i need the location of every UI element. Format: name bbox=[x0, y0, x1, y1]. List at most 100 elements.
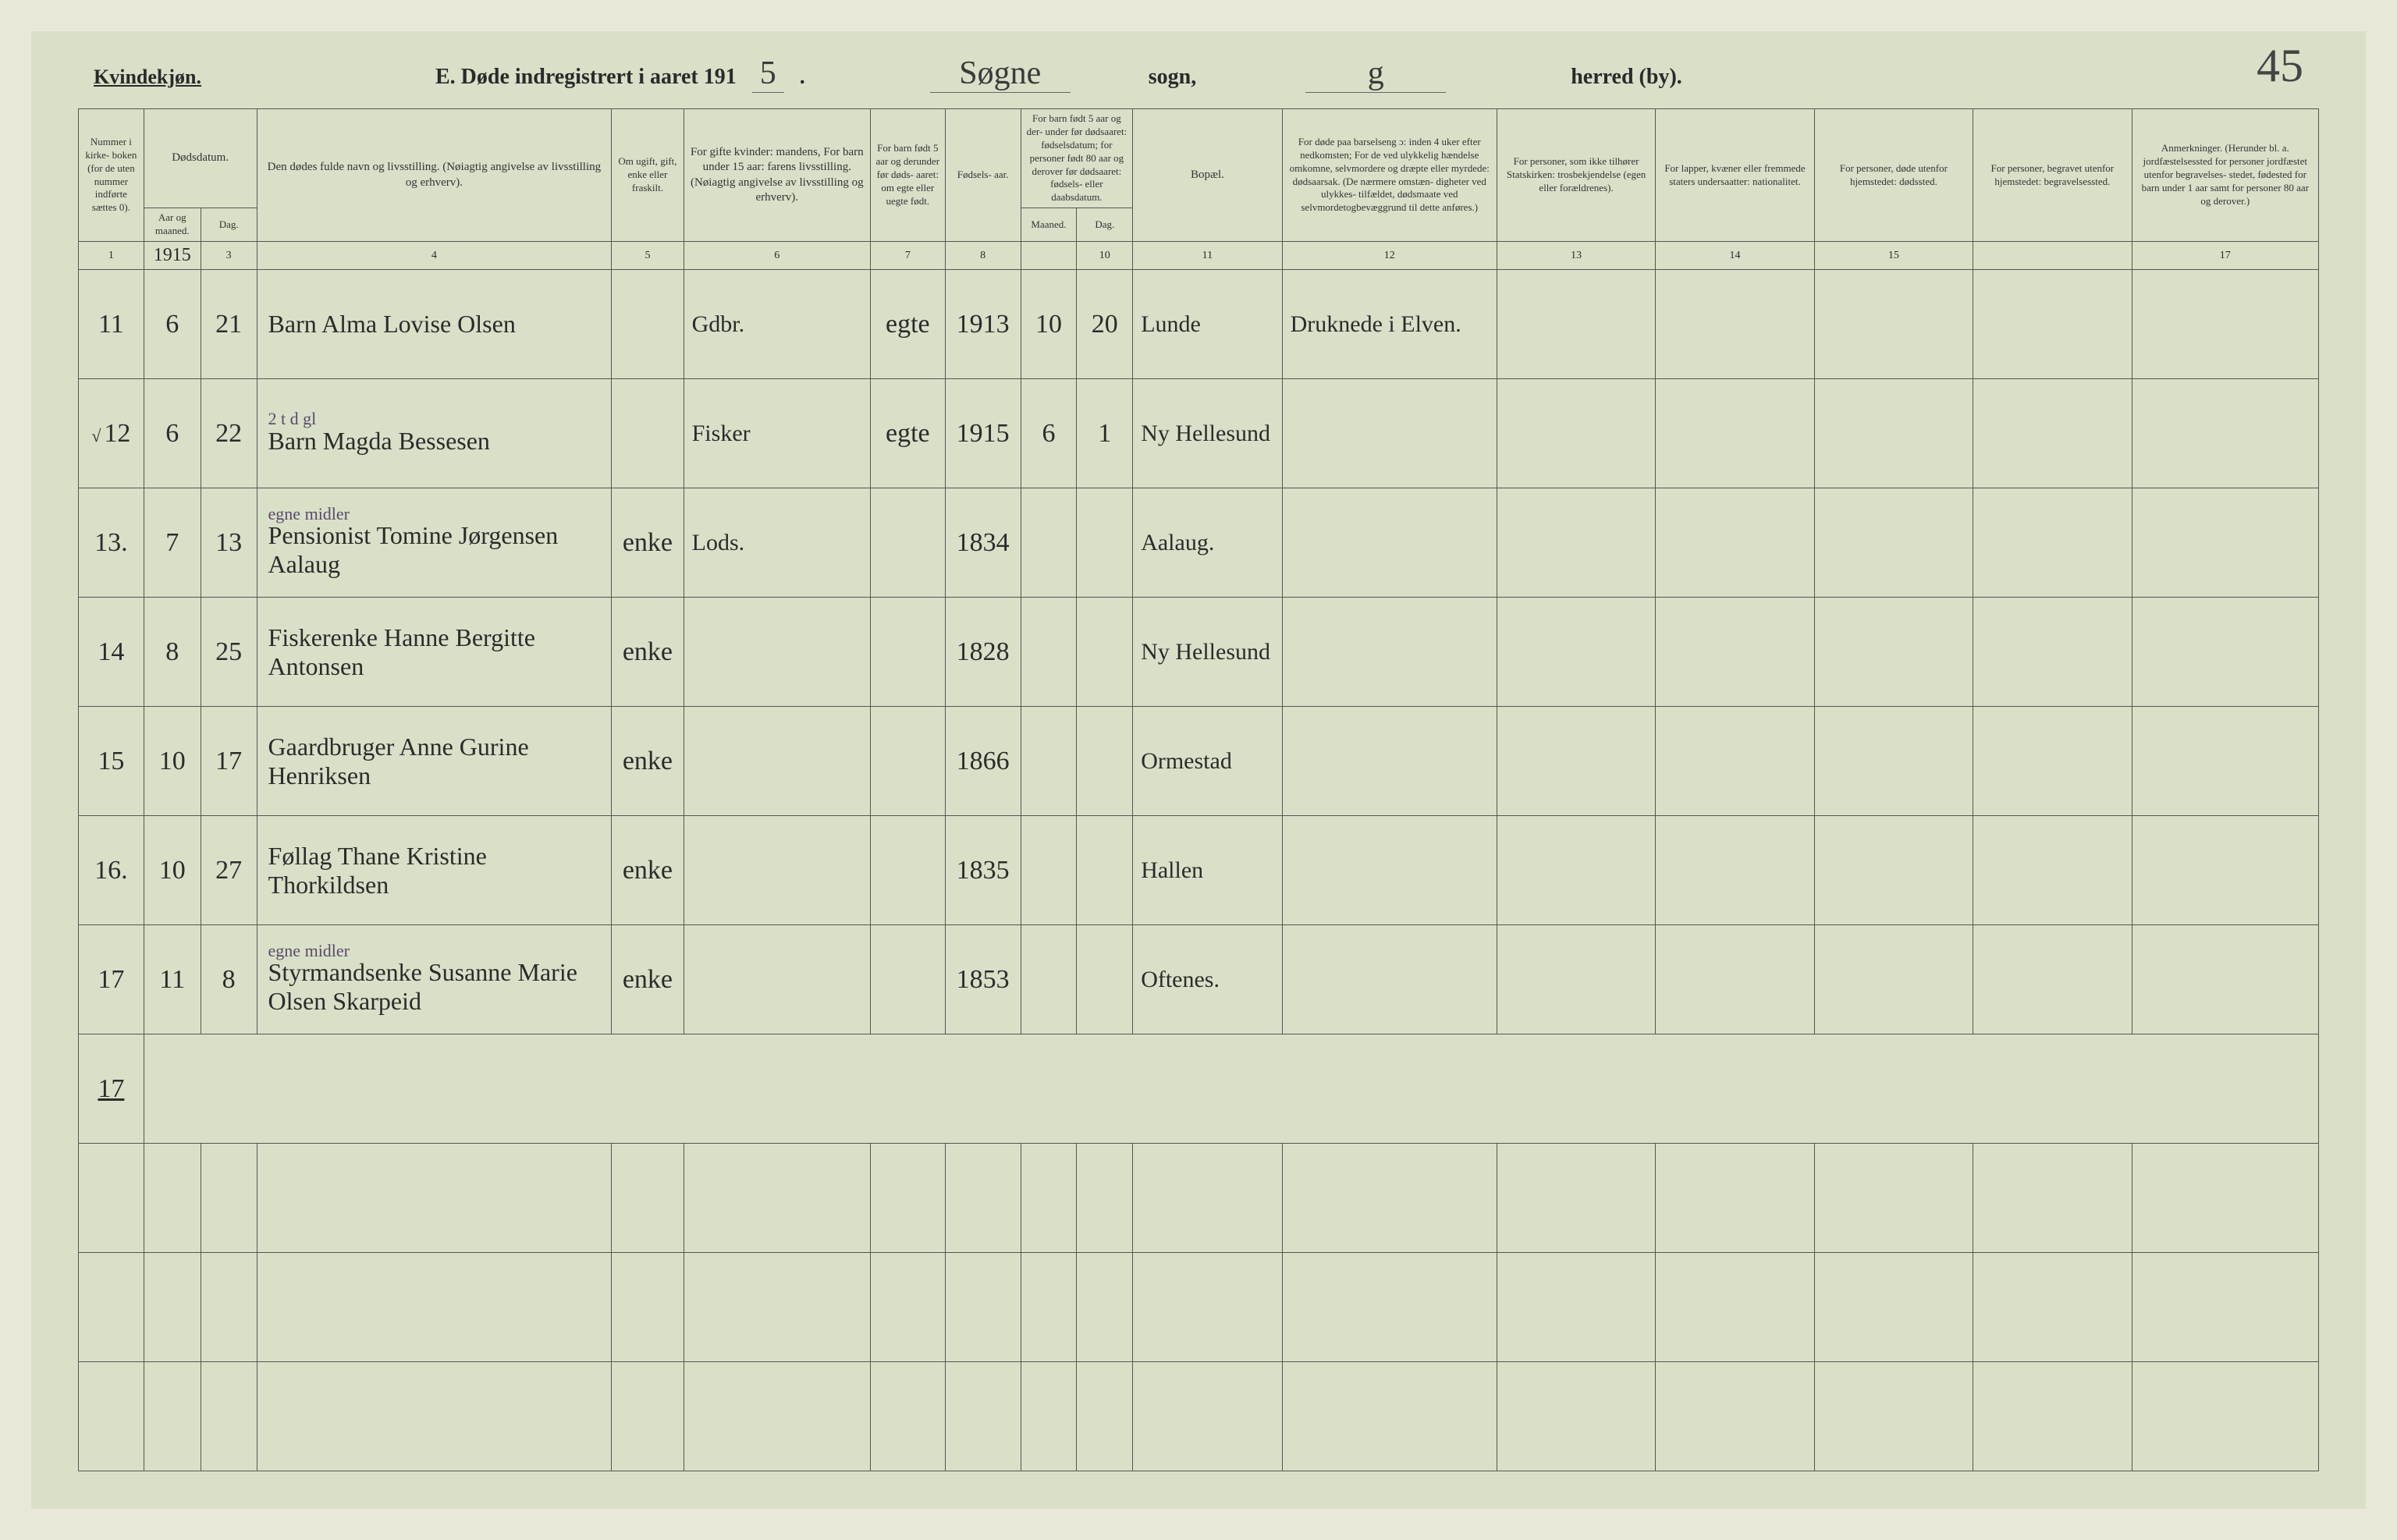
gender-heading: Kvindekjøn. bbox=[94, 66, 201, 89]
cell-dag: 27 bbox=[201, 816, 257, 925]
cell-fmnd bbox=[1021, 816, 1077, 925]
cell-c15 bbox=[1814, 270, 1973, 379]
page-number: 45 bbox=[2257, 39, 2303, 93]
cell-status: enke bbox=[612, 707, 684, 816]
col-fdag: Dag. bbox=[1077, 208, 1133, 242]
cell-faar: 1835 bbox=[945, 816, 1021, 925]
table-body: 1 1915 3 4 5 6 7 8 10 11 12 13 14 15 17 … bbox=[79, 242, 2319, 1471]
cell-status: enke bbox=[612, 488, 684, 598]
cell-cause bbox=[1282, 598, 1497, 707]
cell-num: √12 bbox=[79, 379, 144, 488]
cell-egte bbox=[870, 816, 945, 925]
cell-c16 bbox=[1973, 816, 2132, 925]
table-head: Nummer i kirke- boken (for de uten numme… bbox=[79, 109, 2319, 242]
cell-c15 bbox=[1814, 925, 1973, 1034]
cell-name: Føllag Thane Kristine Thorkildsen bbox=[257, 816, 612, 925]
cell-egte bbox=[870, 707, 945, 816]
cell-fdag bbox=[1077, 707, 1133, 816]
ledger-page: 45 Kvindekjøn. E. Døde indregistrert i a… bbox=[31, 31, 2366, 1509]
col-aar: Aar og maaned. bbox=[144, 208, 201, 242]
table-row: 17118egne midlerStyrmandsenke Susanne Ma… bbox=[79, 925, 2319, 1034]
sogn-label: sogn, bbox=[1149, 65, 1196, 90]
ledger-table: Nummer i kirke- boken (for de uten numme… bbox=[78, 108, 2319, 1471]
cell-aar: 6 bbox=[144, 270, 201, 379]
cell-c15 bbox=[1814, 707, 1973, 816]
cell-cause bbox=[1282, 379, 1497, 488]
cell-c17 bbox=[2132, 816, 2318, 925]
cell-c13 bbox=[1497, 598, 1655, 707]
cell-fmnd bbox=[1021, 707, 1077, 816]
col-maaned: Maaned. bbox=[1021, 208, 1077, 242]
col-status: Om ugift, gift, enke eller fraskilt. bbox=[612, 109, 684, 242]
herred-value: g bbox=[1305, 55, 1446, 93]
cell-bopael: Ormestad bbox=[1133, 707, 1282, 816]
cell-fdag: 1 bbox=[1077, 379, 1133, 488]
col-tros: For personer, som ikke tilhører Statskir… bbox=[1497, 109, 1655, 242]
cell-aar: 11 bbox=[144, 925, 201, 1034]
col-fodselsdatum: For barn født 5 aar og der- under før dø… bbox=[1021, 109, 1133, 208]
col-dag: Dag. bbox=[201, 208, 257, 242]
cell-c14 bbox=[1656, 379, 1814, 488]
cell-bopael: Aalaug. bbox=[1133, 488, 1282, 598]
cell-egte bbox=[870, 925, 945, 1034]
cell-egte bbox=[870, 598, 945, 707]
year-suffix: 5 bbox=[752, 55, 784, 93]
cell-cause: Druknede i Elven. bbox=[1282, 270, 1497, 379]
cell-c16 bbox=[1973, 488, 2132, 598]
cell-name: Barn Alma Lovise Olsen bbox=[257, 270, 612, 379]
cell-c16 bbox=[1973, 707, 2132, 816]
cell-faar: 1913 bbox=[945, 270, 1021, 379]
cell-c13 bbox=[1497, 379, 1655, 488]
cell-parent bbox=[684, 707, 870, 816]
cell-dag: 17 bbox=[201, 707, 257, 816]
col-bopael: Bopæl. bbox=[1133, 109, 1282, 242]
cell-cause bbox=[1282, 707, 1497, 816]
cell-c14 bbox=[1656, 707, 1814, 816]
empty-row bbox=[79, 1253, 2319, 1362]
cell-dag: 22 bbox=[201, 379, 257, 488]
cell-bopael: Hallen bbox=[1133, 816, 1282, 925]
cell-c14 bbox=[1656, 925, 1814, 1034]
cell-fdag bbox=[1077, 488, 1133, 598]
cell-c16 bbox=[1973, 598, 2132, 707]
title-prefix: E. Døde indregistrert i aaret 191 bbox=[435, 65, 737, 90]
cell-status bbox=[612, 379, 684, 488]
cell-c13 bbox=[1497, 270, 1655, 379]
cell-faar: 1915 bbox=[945, 379, 1021, 488]
cell-fdag: 20 bbox=[1077, 270, 1133, 379]
col-navn: Den dødes fulde navn og livsstilling. (N… bbox=[257, 109, 612, 242]
cell-c14 bbox=[1656, 488, 1814, 598]
cell-c17 bbox=[2132, 488, 2318, 598]
cell-c14 bbox=[1656, 816, 1814, 925]
table-row: 11621Barn Alma Lovise OlsenGdbr.egte1913… bbox=[79, 270, 2319, 379]
sogn-value: Søgne bbox=[930, 55, 1071, 93]
cell-parent bbox=[684, 925, 870, 1034]
cell-num: 16. bbox=[79, 816, 144, 925]
cell-parent bbox=[684, 816, 870, 925]
cell-fmnd: 6 bbox=[1021, 379, 1077, 488]
cell-name: egne midlerStyrmandsenke Susanne Marie O… bbox=[257, 925, 612, 1034]
cell-aar: 8 bbox=[144, 598, 201, 707]
cell-bopael: Ny Hellesund bbox=[1133, 379, 1282, 488]
herred-label: herred (by). bbox=[1571, 65, 1682, 90]
cell-dag: 25 bbox=[201, 598, 257, 707]
cell-c16 bbox=[1973, 925, 2132, 1034]
cell-bopael: Lunde bbox=[1133, 270, 1282, 379]
cell-c14 bbox=[1656, 598, 1814, 707]
cell-num: 13. bbox=[79, 488, 144, 598]
cell-egte: egte bbox=[870, 270, 945, 379]
cell-c17 bbox=[2132, 598, 2318, 707]
cell-faar: 1834 bbox=[945, 488, 1021, 598]
cell-num: 11 bbox=[79, 270, 144, 379]
cell-c17 bbox=[2132, 270, 2318, 379]
col-nationalitet: For lapper, kvæner eller fremmede stater… bbox=[1656, 109, 1814, 242]
cell-aar: 7 bbox=[144, 488, 201, 598]
cell-name: Gaardbruger Anne Gurine Henriksen bbox=[257, 707, 612, 816]
cell-c17 bbox=[2132, 379, 2318, 488]
cell-aar: 10 bbox=[144, 816, 201, 925]
col-cause: For døde paa barselseng ɔ: inden 4 uker … bbox=[1282, 109, 1497, 242]
cell-bopael: Ny Hellesund bbox=[1133, 598, 1282, 707]
cell-status bbox=[612, 270, 684, 379]
table-row: 14825Fiskerenke Hanne Bergitte Antonsene… bbox=[79, 598, 2319, 707]
cell-faar: 1853 bbox=[945, 925, 1021, 1034]
